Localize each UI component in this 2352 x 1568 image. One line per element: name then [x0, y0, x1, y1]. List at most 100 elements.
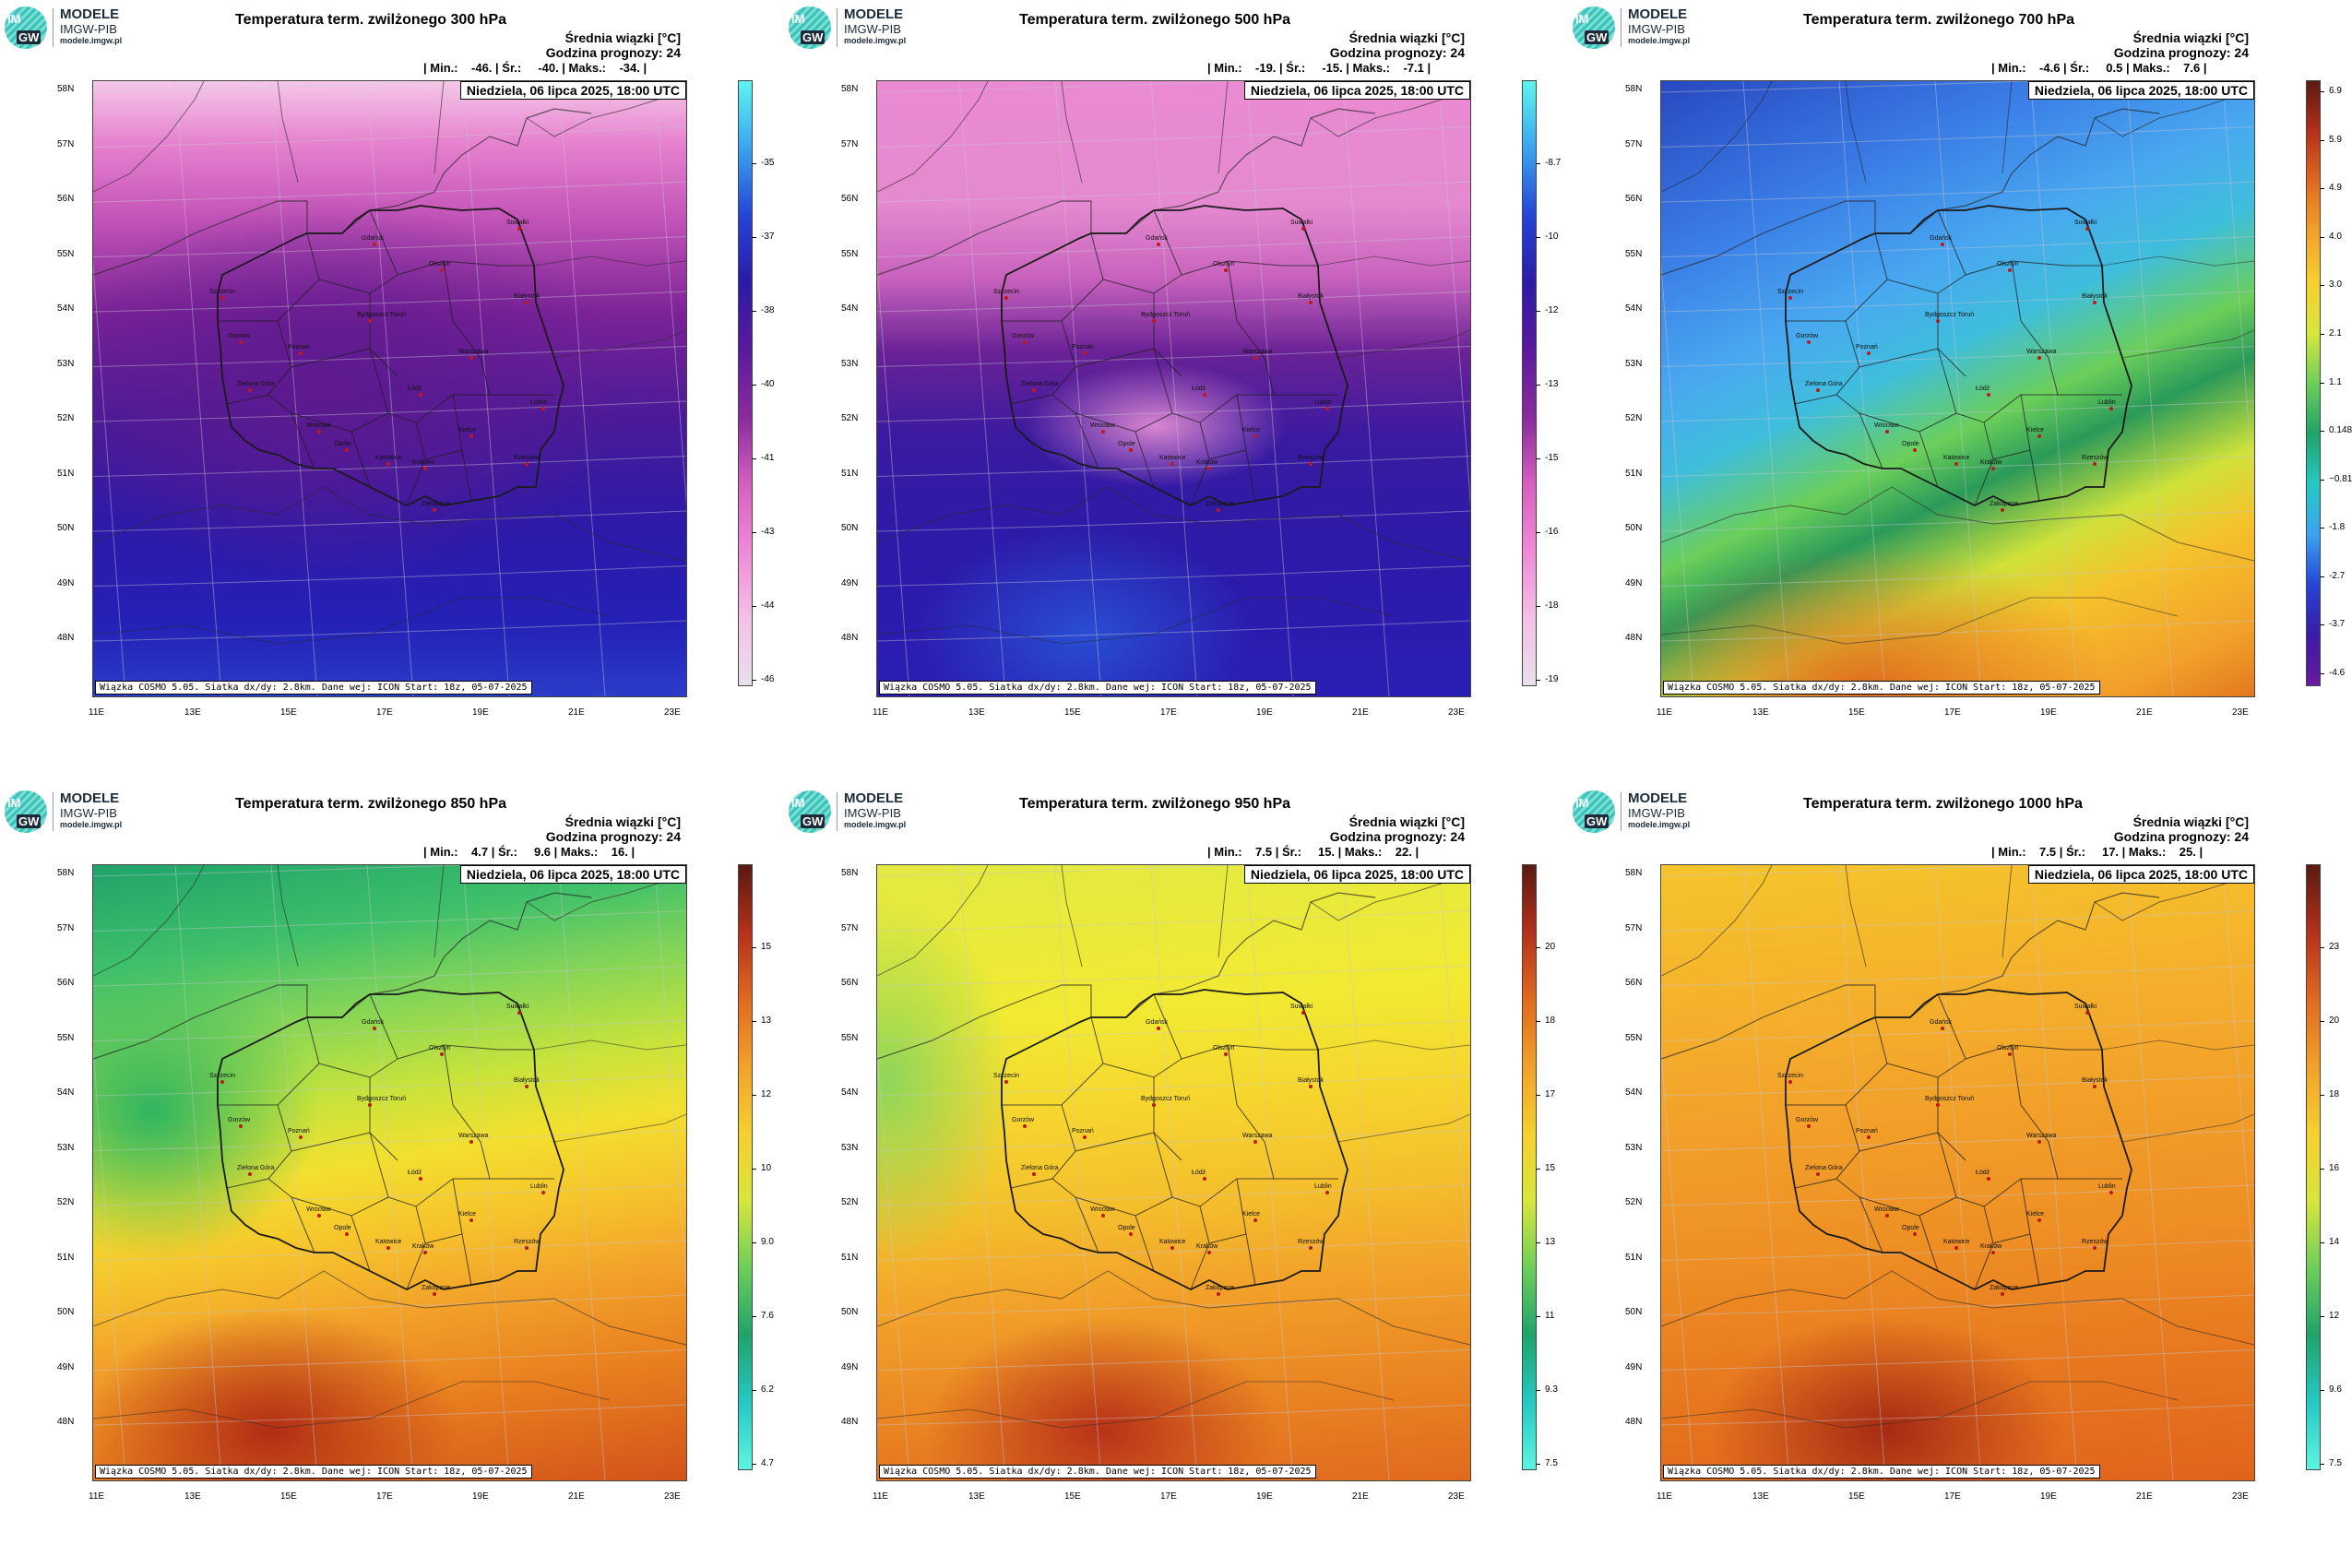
- valid-date: Niedziela, 06 lipca 2025, 18:00 UTC: [459, 865, 686, 884]
- city-label: Suwałki: [2074, 220, 2097, 226]
- lat-label: 49N: [1625, 1361, 1643, 1372]
- city-marker: [541, 1191, 545, 1194]
- city-label: Gorzów: [1012, 1117, 1035, 1123]
- lon-label: 19E: [1256, 707, 1273, 718]
- city-marker: [1816, 1172, 1820, 1176]
- city-marker: [1157, 243, 1160, 246]
- info-unit: Średnia wiązki [°C]: [1348, 30, 1465, 45]
- city-label: Lublin: [1314, 399, 1332, 406]
- city-marker: [2037, 1140, 2041, 1144]
- map-field: Gdańsk Suwałki Olsztyn Białystok Szczecin Byd…: [876, 864, 1471, 1481]
- valid-date: Niedziela, 06 lipca 2025, 18:00 UTC: [2027, 865, 2254, 884]
- city-marker: [1032, 1172, 1036, 1176]
- colorbar-label: -35: [761, 158, 775, 168]
- city-marker: [423, 467, 427, 470]
- city-label: Poznań: [288, 344, 310, 350]
- model-footer: Wiązka COSMO 5.05. Siatka dx/dy: 2.8km. …: [879, 1465, 1316, 1479]
- city-marker: [239, 340, 243, 344]
- imgw-logo[interactable]: IM GW MODELE IMGW-PIB modele.imgw.pl: [789, 789, 936, 835]
- lon-label: 19E: [2040, 707, 2057, 718]
- city-marker: [2008, 1052, 2012, 1056]
- lat-label: 52N: [841, 413, 859, 423]
- city-label: Warszawa: [1242, 1133, 1273, 1139]
- valid-date: Niedziela, 06 lipca 2025, 18:00 UTC: [2027, 81, 2254, 100]
- city-marker: [419, 1177, 422, 1181]
- city-label: Łódź: [1192, 386, 1206, 392]
- forecast-panel: IM GW MODELE IMGW-PIB modele.imgw.pl Tem…: [784, 784, 1568, 1568]
- city-label: Zakopane: [1990, 501, 2018, 507]
- city-marker: [2085, 227, 2089, 231]
- panel-title: Temperatura term. zwilżonego 850 hPa: [235, 796, 507, 812]
- city-marker: [469, 356, 473, 360]
- city-marker: [525, 462, 529, 466]
- imgw-logo[interactable]: IM GW MODELE IMGW-PIB modele.imgw.pl: [1573, 789, 1720, 835]
- lat-label: 56N: [841, 194, 859, 204]
- city-marker: [2001, 1292, 2004, 1296]
- lat-label: 53N: [57, 1142, 75, 1153]
- lat-label: 53N: [57, 358, 75, 369]
- panel-title: Temperatura term. zwilżonego 700 hPa: [1803, 12, 2075, 28]
- brand-line2: IMGW-PIB: [844, 22, 901, 36]
- lat-label: 55N: [1625, 1032, 1643, 1043]
- lat-label: 52N: [1625, 1197, 1643, 1207]
- colorbar-label: -15: [1545, 453, 1559, 463]
- city-marker: [373, 243, 376, 246]
- city-label: Zakopane: [422, 501, 450, 507]
- city-label: Kraków: [1196, 459, 1218, 466]
- city-marker: [1129, 448, 1133, 452]
- city-label: Suwałki: [506, 220, 529, 226]
- info-unit: Średnia wiązki [°C]: [2132, 814, 2249, 829]
- lat-label: 55N: [57, 1032, 75, 1043]
- city-marker: [317, 1214, 321, 1218]
- city-label: Kielce: [458, 427, 476, 434]
- logo-im-text: IM: [7, 796, 21, 810]
- city-label: Zakopane: [1206, 501, 1234, 507]
- city-marker: [1309, 1085, 1313, 1088]
- city-label: Kraków: [1980, 1243, 2002, 1250]
- lon-label: 19E: [472, 707, 489, 718]
- city-marker: [1157, 1027, 1160, 1030]
- city-label: Rzeszów: [1298, 1239, 1324, 1245]
- lat-label: 48N: [57, 633, 75, 643]
- city-marker: [299, 351, 303, 355]
- lat-label: 56N: [1625, 194, 1643, 204]
- lon-label: 19E: [2040, 1491, 2057, 1502]
- lon-label: 21E: [1352, 707, 1369, 718]
- lat-label: 53N: [1625, 1142, 1643, 1153]
- city-label: Wrocław: [306, 422, 332, 429]
- city-label: Rzeszów: [514, 1239, 540, 1245]
- city-label: Suwałki: [1290, 220, 1313, 226]
- brand-line1: MODELE: [844, 6, 904, 22]
- lat-label: 54N: [1625, 1087, 1643, 1098]
- city-label: Szczecin: [993, 1073, 1019, 1079]
- lon-label: 23E: [2232, 707, 2249, 718]
- city-label: Wrocław: [1090, 1206, 1116, 1213]
- lat-label: 58N: [57, 84, 75, 94]
- colorbar-label: -19: [1545, 674, 1559, 684]
- city-label: Katowice: [375, 455, 402, 461]
- info-forecast-hour: Godzina prognozy: 24: [2113, 45, 2249, 60]
- city-marker: [419, 393, 422, 397]
- imgw-logo[interactable]: IM GW MODELE IMGW-PIB modele.imgw.pl: [5, 789, 152, 835]
- city-marker: [517, 227, 521, 231]
- imgw-logo[interactable]: IM GW MODELE IMGW-PIB modele.imgw.pl: [1573, 5, 1720, 51]
- lat-label: 49N: [841, 1361, 859, 1372]
- city-marker: [2008, 268, 2012, 272]
- logo-im-text: IM: [791, 12, 805, 26]
- colorbar-label: 14: [2329, 1237, 2340, 1247]
- imgw-logo[interactable]: IM GW MODELE IMGW-PIB modele.imgw.pl: [5, 5, 152, 51]
- city-marker: [386, 1246, 390, 1250]
- city-marker: [1217, 508, 1220, 512]
- city-marker: [2037, 1218, 2041, 1222]
- panel-title: Temperatura term. zwilżonego 1000 hPa: [1803, 796, 2083, 812]
- city-label: Kraków: [1196, 1243, 1218, 1250]
- panel-stats: | Min.: -46. | Śr.: -40. | Maks.: -34. |: [423, 61, 647, 75]
- city-label: Bydgoszcz Toruń: [1925, 312, 1974, 318]
- imgw-logo[interactable]: IM GW MODELE IMGW-PIB modele.imgw.pl: [789, 5, 936, 51]
- city-marker: [345, 448, 349, 452]
- lat-label: 51N: [1625, 1252, 1643, 1263]
- city-marker: [1152, 1103, 1156, 1107]
- forecast-panel: IM GW MODELE IMGW-PIB modele.imgw.pl Tem…: [784, 0, 1568, 784]
- lon-label: 21E: [2136, 707, 2153, 718]
- city-label: Łódź: [408, 386, 422, 392]
